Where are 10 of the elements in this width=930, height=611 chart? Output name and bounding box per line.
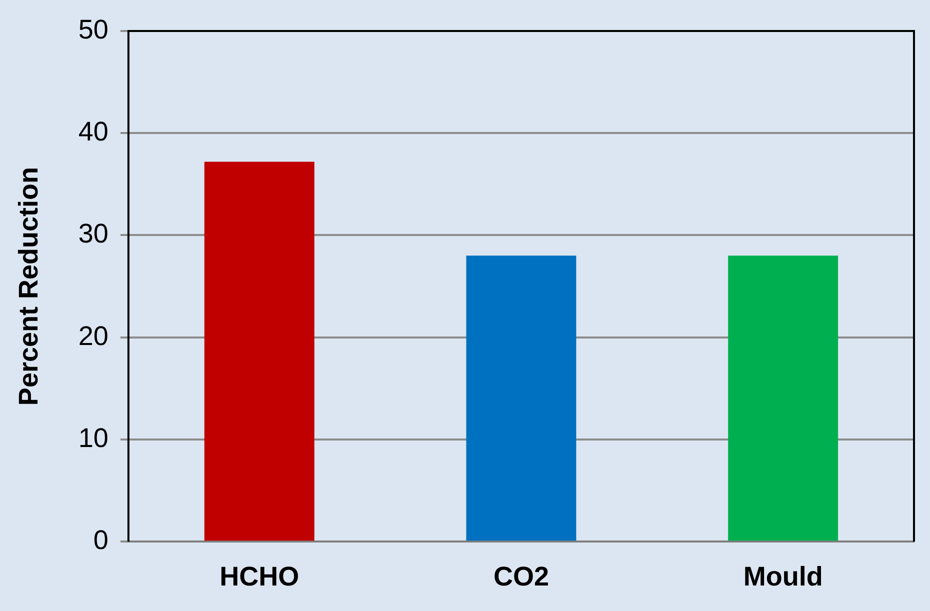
y-tick-label: 40	[78, 116, 108, 147]
y-tick-label: 10	[78, 422, 108, 453]
x-tick-label: HCHO	[220, 561, 300, 592]
y-tick-label: 30	[78, 218, 108, 249]
y-tick-label: 50	[78, 14, 108, 44]
y-axis-title: Percent Reduction	[14, 167, 44, 406]
x-tick-label: CO2	[493, 561, 549, 592]
x-tick-label: Mould	[743, 561, 823, 592]
y-tick-label: 20	[78, 320, 108, 351]
y-tick-label: 0	[93, 525, 108, 556]
